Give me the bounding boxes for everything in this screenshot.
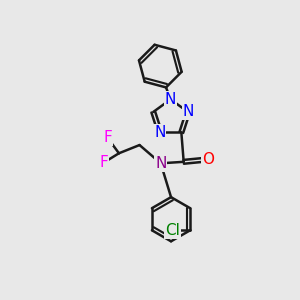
Text: N: N (154, 125, 166, 140)
Text: N: N (155, 156, 166, 171)
Text: F: F (103, 130, 112, 146)
Text: N: N (165, 92, 176, 107)
Text: F: F (99, 155, 108, 170)
Text: Cl: Cl (165, 223, 180, 238)
Text: N: N (182, 104, 194, 119)
Text: O: O (202, 152, 214, 167)
